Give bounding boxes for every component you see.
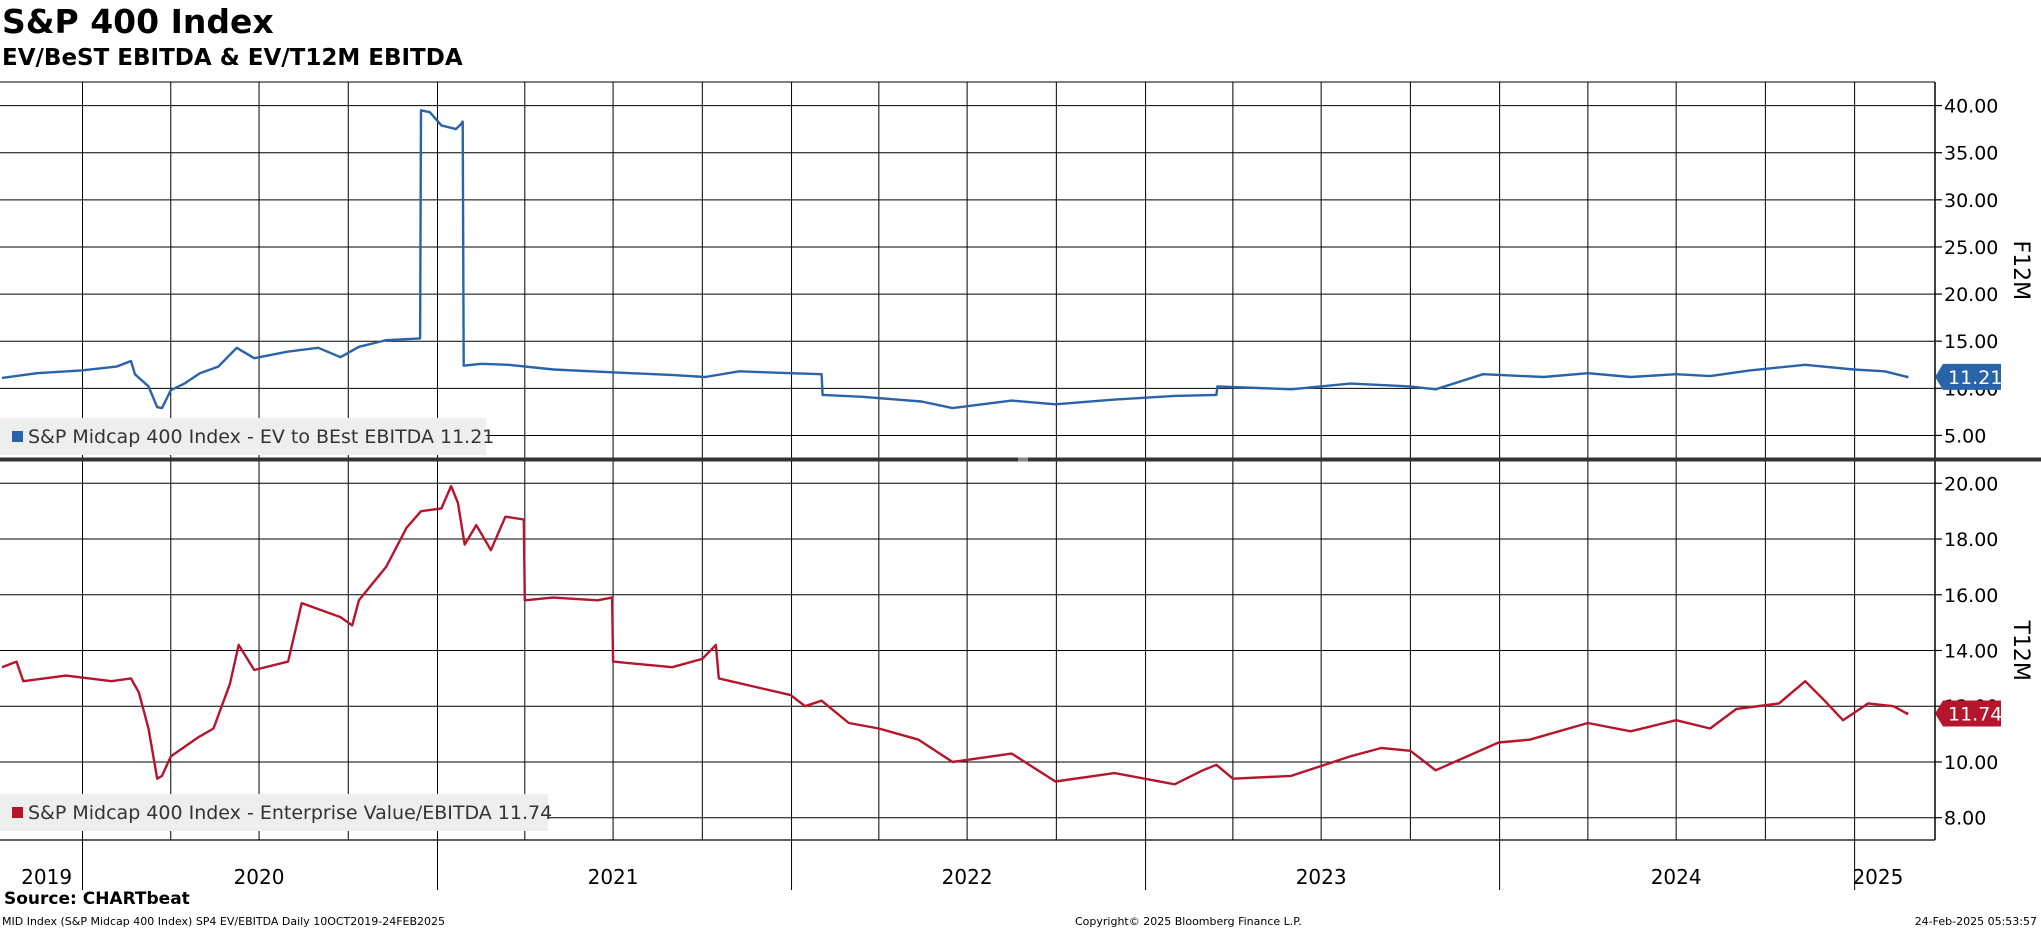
x-tick-label: 2024: [1651, 865, 1702, 889]
axes: [0, 81, 2041, 890]
x-tick-label: 2025: [1852, 865, 1903, 889]
bottom-series-line: [1, 484, 1908, 786]
bottom-value-tag: [1935, 700, 2001, 727]
y-tick-label: 8.00: [1944, 808, 1986, 830]
x-tick-label: 2023: [1296, 865, 1347, 889]
x-tick-label: 2022: [942, 865, 993, 889]
top-legend-label: S&P Midcap 400 Index - EV to BEst EBITDA…: [28, 426, 494, 448]
y-tick-label: 20.00: [1944, 284, 1998, 306]
series-lines: [1, 109, 1909, 786]
top-last-point: [1905, 375, 1909, 379]
y-tick-label: 35.00: [1944, 143, 1998, 165]
x-tick-label: 2020: [234, 865, 285, 889]
chart-subtitle: EV/BeST EBITDA & EV/T12M EBITDA: [2, 45, 463, 71]
top-value-tag-label: 11.21: [1948, 367, 2002, 389]
y-tick-label: 30.00: [1944, 190, 1998, 212]
y-tick-label: 40.00: [1944, 96, 1998, 118]
x-tick-label: 2021: [588, 865, 639, 889]
bottom-value-tag-label: 11.74: [1948, 703, 2002, 725]
source-note: Source: CHARTbeat: [4, 889, 190, 909]
footer-copyright: Copyright© 2025 Bloomberg Finance L.P.: [1075, 915, 1302, 928]
y-tick-label: 25.00: [1944, 237, 1998, 259]
y-tick-label: 20.00: [1944, 473, 1998, 495]
y-tick-label: 5.00: [1944, 425, 1986, 447]
footer-timestamp: 24-Feb-2025 05:53:57: [1914, 915, 2037, 928]
bottom-axis-label: T12M: [2008, 620, 2033, 681]
bottom-legend-label: S&P Midcap 400 Index - Enterprise Value/…: [28, 802, 552, 824]
top-legend-swatch: [12, 431, 23, 442]
x-tick-label: 2019: [21, 865, 72, 889]
bottom-last-point: [1905, 711, 1909, 715]
y-tick-label: 10.00: [1944, 752, 1998, 774]
y-tick-label: 15.00: [1944, 331, 1998, 353]
y-tick-label: 14.00: [1944, 641, 1998, 663]
top-axis-label: F12M: [2008, 241, 2033, 301]
top-series-line: [1, 109, 1908, 410]
top-legend-box: [0, 418, 486, 455]
bottom-legend-box: [0, 794, 548, 831]
footer-description: MID Index (S&P Midcap 400 Index) SP4 EV/…: [2, 915, 446, 928]
chart-title: S&P 400 Index: [2, 2, 274, 41]
axis-labels: 40.00 35.00 30.00 25.00 20.00 15.00 10.00 5.00 F…: [21, 96, 2033, 889]
top-value-tag: [1935, 363, 2001, 390]
bottom-legend-swatch: [12, 807, 23, 818]
legends: S&P Midcap 400 Index - EV to BEst EBITDA…: [0, 418, 552, 831]
y-tick-label: 16.00: [1944, 585, 1998, 607]
panel-divider-handle: [1018, 457, 1028, 462]
y-tick-label: 18.00: [1944, 529, 1998, 551]
